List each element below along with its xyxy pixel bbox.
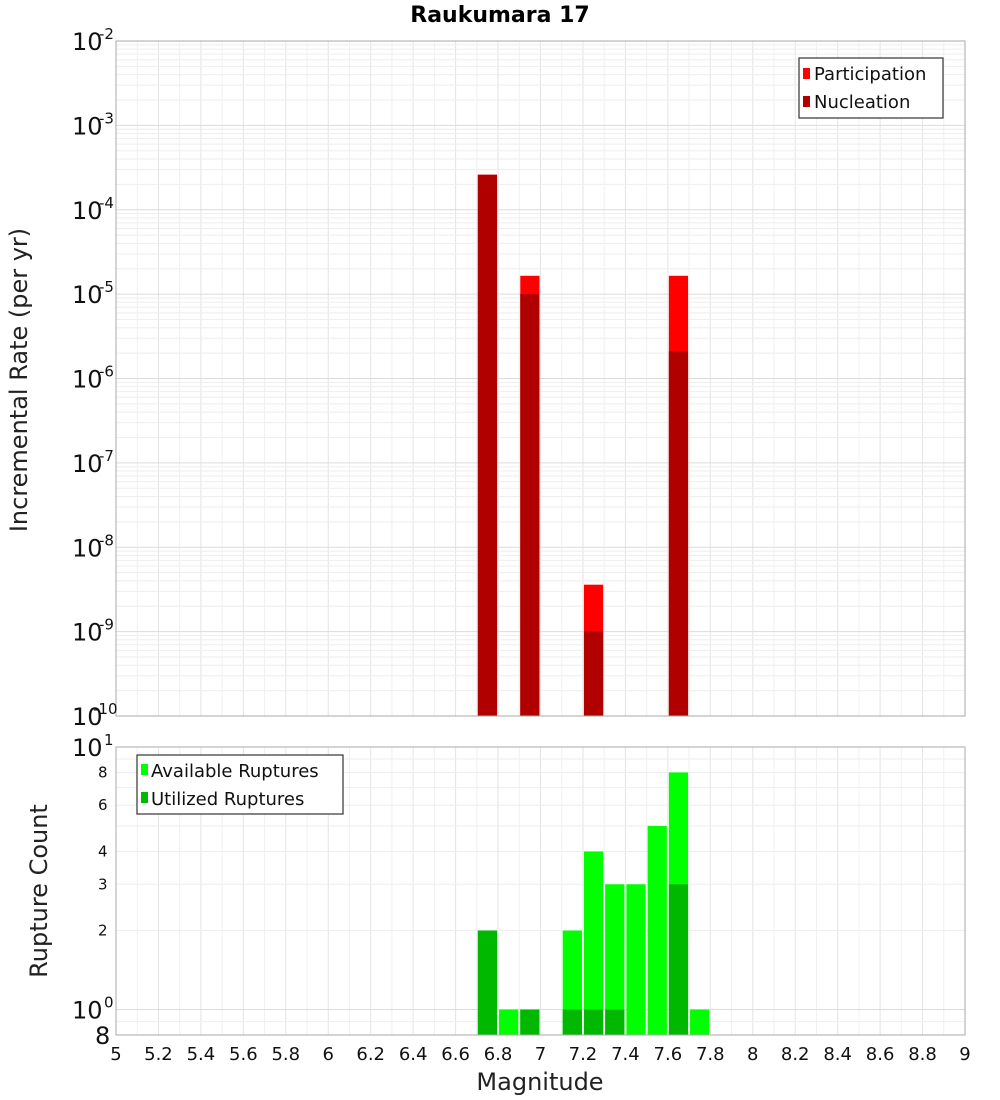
legend-swatch-utilized-ruptures (141, 792, 148, 803)
x-tick-label: 7.4 (611, 1044, 640, 1065)
bar-available-ruptures-7.15 (562, 930, 582, 1035)
bottom-plot-bars (477, 772, 710, 1035)
y-tick-exponent: -9 (99, 616, 114, 634)
x-tick-label: 5.2 (144, 1044, 173, 1065)
legend-swatch-participation (803, 68, 810, 79)
y-tick-exponent: 1 (104, 731, 114, 749)
bar-utilized-ruptures-6.95 (520, 1009, 540, 1035)
x-tick-label: 6.8 (484, 1044, 513, 1065)
bottom-legend-box (136, 754, 344, 815)
chart-title: Raukumara 17 (410, 3, 589, 28)
top-plot-frame (115, 40, 966, 717)
top-legend-box (798, 57, 944, 119)
x-tick-label: 7 (535, 1044, 546, 1065)
y-tick-label: 4 (98, 842, 108, 860)
bar-utilized-ruptures-7.25 (583, 1009, 604, 1035)
x-tick-label: 6.4 (399, 1044, 428, 1065)
legend-label-participation: Participation (814, 64, 926, 85)
legend-label-nucleation: Nucleation (814, 92, 910, 113)
bottom-plot-frame (115, 746, 966, 1036)
bottom-plot-x-ticks: 5 5.2 5.4 5.6 5.8 6 6.2 6.4 6.6 6.8 7 7.2 7.4 7.6 7.8 8… (110, 1044, 970, 1065)
y-tick-label: 6 (98, 796, 108, 814)
y-tick-exponent: -6 (99, 363, 114, 381)
y-tick-exponent: -5 (99, 278, 114, 296)
legend-swatch-nucleation (803, 96, 810, 107)
top-legend: Participation Nucleation (798, 57, 944, 119)
y-tick-label: 8 (98, 763, 108, 781)
x-tick-label: 7.2 (569, 1044, 598, 1065)
y-tick-label: 2 (98, 922, 108, 940)
bar-available-ruptures-7.75 (690, 1009, 710, 1035)
y-tick-label: 10 (72, 703, 103, 731)
x-tick-label: 8.2 (781, 1044, 810, 1065)
x-tick-label: 9 (959, 1044, 970, 1065)
bar-available-ruptures-7.25 (583, 851, 604, 1035)
y-tick-label: 10 (72, 28, 103, 56)
x-tick-label: 6.2 (356, 1044, 385, 1065)
x-tick-label: 6 (323, 1044, 334, 1065)
bottom-y-axis-label: Rupture Count (25, 804, 53, 978)
y-tick-exponent: -10 (93, 700, 118, 718)
bar-nucleation-7.65 (668, 351, 689, 716)
y-tick-exponent: -7 (99, 447, 114, 465)
y-tick-label: 10 (72, 450, 103, 478)
bar-utilized-ruptures-6.75 (477, 930, 498, 1035)
y-tick-label: 3 (98, 875, 108, 893)
bar-available-ruptures-7.35 (605, 884, 625, 1035)
bar-nucleation-7.25 (583, 631, 604, 716)
y-tick-label: 10 (72, 734, 103, 762)
top-plot-bars (477, 174, 689, 716)
y-tick-exponent: -2 (99, 25, 114, 43)
y-tick-label: 10 (72, 281, 103, 309)
x-tick-label: 6.6 (441, 1044, 470, 1065)
y-tick-label: 10 (72, 619, 103, 647)
y-tick-exponent: 0 (104, 994, 114, 1012)
y-tick-label: 10 (72, 997, 103, 1025)
y-tick-exponent: -8 (99, 531, 114, 549)
y-tick-exponent: -3 (99, 109, 114, 127)
bar-utilized-ruptures-7.15 (562, 1009, 582, 1035)
legend-swatch-available-ruptures (141, 764, 148, 775)
y-tick-label: 10 (72, 112, 103, 140)
legend-label-utilized-ruptures: Utilized Ruptures (151, 789, 304, 810)
bar-available-ruptures-7.45 (626, 884, 646, 1035)
x-tick-label: 8.6 (866, 1044, 895, 1065)
bar-available-ruptures-7.55 (647, 826, 667, 1035)
y-tick-label: 10 (72, 197, 103, 225)
x-tick-label: 5 (110, 1044, 121, 1065)
bottom-legend: Available Ruptures Utilized Ruptures (136, 754, 344, 815)
y-tick-label: 10 (72, 534, 103, 562)
x-axis-label: Magnitude (476, 1068, 603, 1096)
x-tick-label: 8.8 (908, 1044, 937, 1065)
bar-nucleation-6.75 (477, 174, 498, 716)
x-tick-label: 7.8 (696, 1044, 725, 1065)
y-tick-exponent: -4 (99, 194, 114, 212)
x-tick-label: 8 (747, 1044, 758, 1065)
bar-utilized-ruptures-7.35 (605, 1009, 625, 1035)
bar-utilized-ruptures-7.65 (668, 884, 689, 1035)
y-tick-label: 10 (72, 366, 103, 394)
x-tick-label: 5.4 (187, 1044, 216, 1065)
x-tick-label: 5.6 (229, 1044, 258, 1065)
top-y-axis-label: Incremental Rate (per yr) (5, 228, 33, 532)
x-tick-label: 7.6 (654, 1044, 683, 1065)
bar-available-ruptures-6.85 (499, 1009, 519, 1035)
legend-label-available-ruptures: Available Ruptures (151, 761, 319, 782)
y-tick-label: 8 (95, 1022, 110, 1050)
x-tick-label: 5.8 (271, 1044, 300, 1065)
x-tick-label: 8.4 (823, 1044, 852, 1065)
bar-nucleation-6.95 (520, 294, 540, 716)
top-plot-grid (115, 41, 966, 717)
